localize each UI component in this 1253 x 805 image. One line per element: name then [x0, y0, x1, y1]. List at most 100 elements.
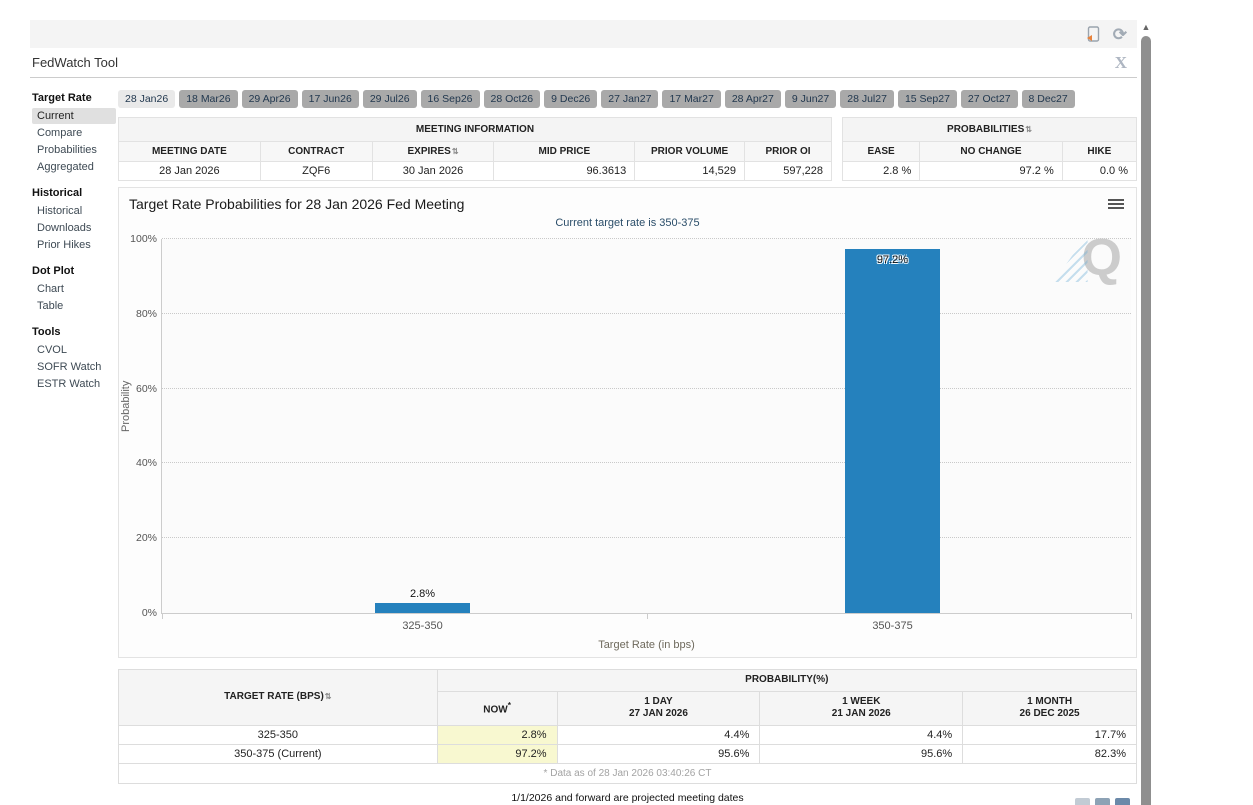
- week-probability: 4.4%: [759, 724, 964, 745]
- bar[interactable]: [845, 249, 940, 613]
- col-prior-volume: PRIOR VOLUME: [634, 141, 746, 162]
- projected-dates-note: 1/1/2026 and forward are projected meeti…: [118, 792, 1137, 805]
- col-ease: EASE: [841, 141, 921, 162]
- tab-meeting-date[interactable]: 29 Apr26: [241, 90, 298, 108]
- watermark-dashes-icon: [1053, 234, 1088, 282]
- sidebar-item-current[interactable]: Current: [32, 108, 116, 124]
- col-no-change: NO CHANGE: [919, 141, 1063, 162]
- vertical-scrollbar[interactable]: ▲: [1139, 20, 1153, 805]
- tab-meeting-date[interactable]: 28 Oct26: [483, 90, 541, 108]
- sidebar-header-tools: Tools: [32, 326, 61, 338]
- y-axis-tick: 80%: [135, 307, 157, 320]
- bar-value-label: 97.2%: [876, 254, 909, 267]
- tab-meeting-date[interactable]: 18 Mar26: [179, 90, 238, 108]
- data-as-of-note: * Data as of 28 Jan 2026 03:40:26 CT: [118, 762, 1137, 784]
- contract-value: ZQF6: [259, 161, 373, 181]
- page-title: FedWatch Tool: [32, 55, 118, 70]
- chart-menu-icon[interactable]: [1108, 197, 1124, 211]
- partial-icon[interactable]: [1075, 798, 1090, 805]
- tab-meeting-date[interactable]: 9 Dec26: [544, 90, 598, 108]
- tab-meeting-date[interactable]: 29 Jul26: [362, 90, 417, 108]
- prior-volume-value: 14,529: [634, 161, 746, 181]
- sidebar: Target Rate Current Compare Probabilitie…: [32, 92, 116, 404]
- scroll-up-arrow-icon[interactable]: ▲: [1141, 22, 1151, 32]
- bar-350-375[interactable]: 97.2% 350-375: [845, 239, 940, 632]
- sidebar-item-historical[interactable]: Historical: [37, 205, 83, 217]
- probability-history-table: TARGET RATE (BPS)⇅ PROBABILITY(%) NOW* 1…: [118, 669, 1138, 784]
- partial-icon[interactable]: [1115, 798, 1130, 805]
- x-axis-category: 325-350: [402, 620, 443, 632]
- sidebar-item-cvol[interactable]: CVOL: [37, 344, 67, 356]
- tab-meeting-date[interactable]: 8 Dec27: [1021, 90, 1075, 108]
- day-probability: 95.6%: [556, 743, 761, 764]
- hike-value: 0.0 %: [1061, 161, 1138, 181]
- sidebar-item-aggregated[interactable]: Aggregated: [37, 161, 94, 173]
- tab-meeting-date[interactable]: 28 Apr27: [724, 90, 781, 108]
- main-content: 28 Jan26 18 Mar26 29 Apr26 17 Jun26 29 J…: [118, 90, 1138, 805]
- y-axis-tick: 60%: [135, 382, 157, 395]
- tab-meeting-date[interactable]: 15 Sep27: [897, 90, 957, 108]
- y-axis-tick: 0%: [141, 607, 157, 619]
- sort-icon: ⇅: [324, 692, 332, 701]
- export-document-icon[interactable]: [1086, 25, 1101, 43]
- watermark-q-logo-icon: Q: [1081, 229, 1122, 287]
- col-probability-group: PROBABILITY(%): [436, 669, 1138, 692]
- x-axis-category: 350-375: [872, 620, 913, 632]
- window-header: FedWatch Tool X: [30, 48, 1137, 78]
- table-title: MEETING INFORMATION: [118, 117, 832, 142]
- col-contract: CONTRACT: [259, 141, 373, 162]
- sidebar-item-estr-watch[interactable]: ESTR Watch: [37, 378, 101, 390]
- partial-icon[interactable]: [1095, 798, 1110, 805]
- quikstrike-watermark: Q: [1053, 229, 1122, 287]
- col-meeting-date: MEETING DATE: [118, 141, 261, 162]
- chart-subtitle: Current target rate is 350-375: [555, 217, 700, 229]
- col-mid-price: MID PRICE: [493, 141, 636, 162]
- month-probability: 17.7%: [962, 724, 1137, 745]
- sidebar-header-historical: Historical: [32, 187, 83, 199]
- tab-meeting-date[interactable]: 17 Jun26: [301, 90, 359, 108]
- col-target-rate-bps[interactable]: TARGET RATE (BPS)⇅: [118, 669, 438, 726]
- chart-title: Target Rate Probabilities for 28 Jan 202…: [129, 196, 465, 212]
- y-axis-tick: 20%: [135, 532, 157, 545]
- sidebar-item-chart[interactable]: Chart: [37, 283, 64, 295]
- now-probability: 2.8%: [436, 724, 558, 745]
- col-1-month: 1 MONTH 26 DEC 2025: [962, 690, 1137, 726]
- tab-meeting-date[interactable]: 28 Jul27: [840, 90, 894, 108]
- tab-meeting-date[interactable]: 28 Jan26: [118, 90, 176, 108]
- bar-325-350[interactable]: 2.8% 325-350: [375, 239, 470, 632]
- close-icon[interactable]: X: [1114, 52, 1127, 72]
- col-now: NOW*: [436, 690, 558, 726]
- col-prior-oi: PRIOR OI: [744, 141, 832, 162]
- probability-chart-panel: Target Rate Probabilities for 28 Jan 202…: [118, 187, 1137, 658]
- sidebar-item-table[interactable]: Table: [37, 300, 64, 312]
- now-probability: 97.2%: [436, 743, 558, 764]
- meeting-date-tabs: 28 Jan26 18 Mar26 29 Apr26 17 Jun26 29 J…: [118, 90, 1137, 108]
- tab-meeting-date[interactable]: 27 Oct27: [960, 90, 1018, 108]
- sidebar-item-sofr-watch[interactable]: SOFR Watch: [37, 361, 102, 373]
- y-axis-tick: 100%: [130, 233, 157, 245]
- sidebar-item-probabilities[interactable]: Probabilities: [37, 144, 97, 156]
- sidebar-item-compare[interactable]: Compare: [37, 127, 83, 139]
- bottom-toolbar-partial: [1075, 798, 1130, 805]
- tab-meeting-date[interactable]: 16 Sep26: [420, 90, 480, 108]
- window-toolbar: ⟳: [30, 20, 1137, 48]
- mid-price-value: 96.3613: [493, 161, 636, 181]
- x-axis-title: Target Rate (in bps): [598, 639, 695, 651]
- sidebar-item-downloads[interactable]: Downloads: [37, 222, 92, 234]
- refresh-icon[interactable]: ⟳: [1112, 24, 1127, 44]
- bar-chart-plot-area: 0% 20% 40% 60% 80% 100% 2.8% 325-350 97.…: [120, 233, 1132, 651]
- col-expires[interactable]: EXPIRES⇅: [371, 141, 495, 162]
- tab-meeting-date[interactable]: 17 Mar27: [662, 90, 721, 108]
- tab-meeting-date[interactable]: 27 Jan27: [601, 90, 659, 108]
- table-row: 2.8 % 97.2 % 0.0 %: [841, 161, 1138, 181]
- sidebar-header-dot-plot: Dot Plot: [32, 265, 75, 277]
- col-1-day: 1 DAY 27 JAN 2026: [556, 690, 761, 726]
- sidebar-item-prior-hikes[interactable]: Prior Hikes: [37, 239, 91, 251]
- expires-value: 30 Jan 2026: [371, 161, 495, 181]
- scrollbar-thumb[interactable]: [1141, 36, 1151, 805]
- bar[interactable]: [375, 602, 470, 613]
- tab-meeting-date[interactable]: 9 Jun27: [784, 90, 837, 108]
- table-title[interactable]: PROBABILITIES⇅: [842, 117, 1137, 142]
- col-hike: HIKE: [1061, 141, 1138, 162]
